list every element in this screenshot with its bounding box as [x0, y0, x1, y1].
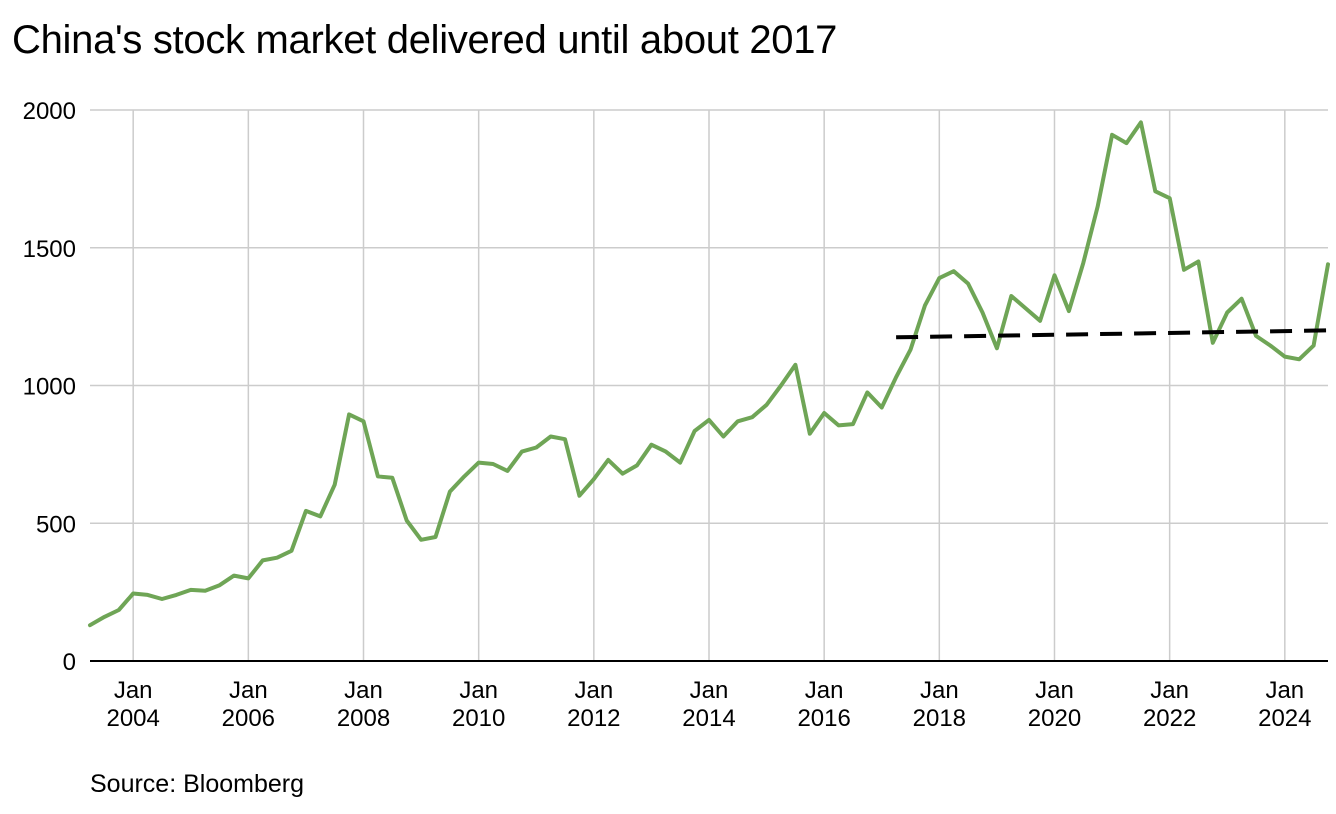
x-tick-label-year: 2008: [337, 705, 390, 732]
x-axis-ticks: Jan2004Jan2006Jan2008Jan2010Jan2012Jan20…: [106, 677, 1311, 732]
y-tick-label: 500: [36, 511, 76, 538]
y-tick-label: 2000: [23, 98, 76, 125]
x-tick-label-year: 2022: [1143, 705, 1196, 732]
x-tick-label-year: 2004: [106, 705, 159, 732]
x-tick-label-month: Jan: [1150, 677, 1189, 704]
y-tick-label: 1000: [23, 374, 76, 401]
x-tick-label-year: 2018: [913, 705, 966, 732]
x-tick-label-month: Jan: [805, 677, 844, 704]
x-tick-label-month: Jan: [459, 677, 498, 704]
series-layer: [88, 120, 1330, 628]
x-tick-label-year: 2006: [222, 705, 275, 732]
x-tick-label-month: Jan: [574, 677, 613, 704]
x-tick-label-month: Jan: [114, 677, 153, 704]
trend-dashed-line: [896, 328, 1329, 340]
x-tick-label-month: Jan: [690, 677, 729, 704]
gridlines: [90, 109, 1328, 661]
x-tick-label-month: Jan: [229, 677, 268, 704]
x-tick-label-year: 2016: [797, 705, 850, 732]
x-tick-label-year: 2020: [1028, 705, 1081, 732]
y-tick-label: 0: [63, 649, 76, 676]
x-tick-label-month: Jan: [920, 677, 959, 704]
x-tick-label-month: Jan: [1035, 677, 1074, 704]
x-tick-label-year: 2024: [1258, 705, 1311, 732]
x-tick-label-month: Jan: [344, 677, 383, 704]
y-tick-label: 1500: [23, 236, 76, 263]
x-tick-label-year: 2012: [567, 705, 620, 732]
y-axis-ticks: 0 500 1000 1500 2000: [23, 98, 76, 676]
source-note: Source: Bloomberg: [90, 770, 305, 798]
chart-title: China's stock market delivered until abo…: [12, 18, 838, 62]
x-tick-label-year: 2014: [682, 705, 735, 732]
x-tick-label-month: Jan: [1265, 677, 1304, 704]
x-tick-label-year: 2010: [452, 705, 505, 732]
